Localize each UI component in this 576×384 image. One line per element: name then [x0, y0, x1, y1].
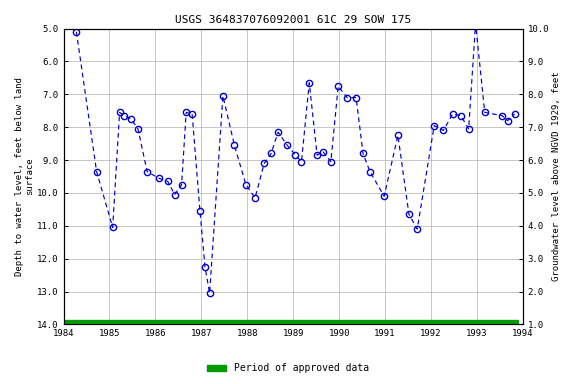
- Y-axis label: Groundwater level above NGVD 1929, feet: Groundwater level above NGVD 1929, feet: [552, 72, 561, 281]
- Title: USGS 364837076092001 61C 29 SOW 175: USGS 364837076092001 61C 29 SOW 175: [175, 15, 411, 25]
- Y-axis label: Depth to water level, feet below land
surface: Depth to water level, feet below land su…: [15, 77, 35, 276]
- Legend: Period of approved data: Period of approved data: [203, 359, 373, 377]
